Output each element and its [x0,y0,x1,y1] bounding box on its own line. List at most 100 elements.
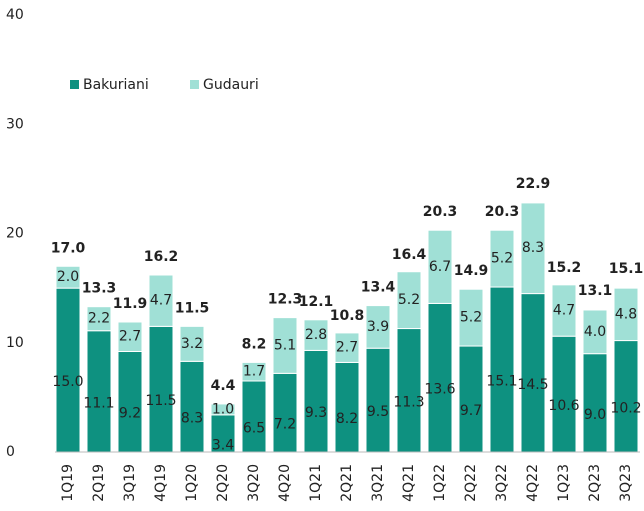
bar-segment [241,380,267,453]
legend-swatch [70,80,79,89]
bar-segment [396,271,422,330]
bar-segment [303,319,329,351]
x-tick-label: 2Q21 [339,464,355,502]
bar-segment [179,325,205,362]
bar-value-label: 6.7 [429,259,451,275]
total-label: 13.3 [82,281,117,297]
total-label: 13.4 [361,280,396,296]
bar-segment [427,302,453,453]
bar-value-label: 3.4 [212,437,234,453]
bar-segment [148,274,174,327]
bar-segment [210,403,236,416]
bar-value-label: 2.7 [119,329,141,345]
total-label: 20.3 [423,204,458,220]
y-tick-label: 40 [6,7,24,23]
bar-segment [117,350,143,453]
bar-value-label: 10.6 [548,398,579,414]
bar-segment [458,345,484,453]
bar-segment [86,306,112,332]
bar-segment [241,361,267,382]
bar-value-label: 9.7 [460,403,482,419]
bar-value-label: 2.7 [336,340,358,356]
bar-value-label: 5.2 [398,292,420,308]
x-tick-label: 1Q19 [60,464,76,502]
bar-segment [272,372,298,453]
bar-value-label: 11.5 [145,393,176,409]
total-label: 14.9 [454,263,489,279]
x-tick-label: 1Q23 [556,464,572,502]
total-label: 12.1 [299,294,334,310]
x-tick-label: 3Q21 [370,464,386,502]
bar-segment [272,317,298,374]
x-tick-label: 3Q19 [122,464,138,502]
total-label: 15.2 [547,260,582,276]
bar-value-label: 4.0 [584,324,606,340]
bar-value-label: 13.6 [424,382,455,398]
x-tick-label: 2Q19 [91,464,107,502]
total-label: 16.2 [144,249,179,265]
x-tick-label: 4Q20 [277,464,293,502]
x-tick-label: 2Q20 [215,464,231,502]
bar-value-label: 8.3 [181,411,203,427]
bar-value-label: 2.2 [88,311,110,327]
bar-value-label: 2.0 [57,269,79,285]
bar-segment [551,335,577,453]
bar-value-label: 5.1 [274,337,296,353]
bar-segment [582,353,608,453]
total-label: 4.4 [211,378,236,394]
bar-segment [396,328,422,453]
bar-value-label: 5.2 [460,310,482,326]
bar-value-label: 10.2 [610,400,641,416]
bar-segment [365,305,391,349]
bar-segment [179,360,205,453]
bar-segment [365,347,391,453]
bar-segment [489,286,515,453]
bar-segment [303,349,329,453]
y-tick-label: 20 [6,226,24,242]
total-label: 13.1 [578,283,613,299]
bar-segment [55,287,81,453]
bar-value-label: 11.1 [83,395,114,411]
x-tick-label: 3Q22 [494,464,510,502]
bar-value-label: 9.0 [584,407,606,423]
legend-label: Gudauri [203,77,259,93]
bar-value-label: 3.9 [367,319,389,335]
bar-segment [520,202,546,295]
legend-swatch [190,80,199,89]
bar-value-label: 11.3 [393,394,424,410]
bar-segment [117,321,143,352]
bar-segment [582,309,608,355]
total-label: 15.1 [609,261,644,277]
x-tick-label: 1Q22 [432,464,448,502]
bar-segment [55,265,81,289]
bar-value-label: 4.8 [615,306,637,322]
x-tick-label: 3Q20 [246,464,262,502]
bar-segment [520,293,546,453]
bar-value-label: 8.3 [522,240,544,256]
total-label: 17.0 [51,240,86,256]
bar-value-label: 1.0 [212,401,234,417]
bar-value-label: 15.0 [52,374,83,390]
bar-value-label: 9.3 [305,405,327,421]
x-tick-label: 4Q21 [401,464,417,502]
bar-segment [489,229,515,288]
legend-label: Bakuriani [83,77,149,93]
bar-value-label: 15.1 [486,374,517,390]
total-label: 8.2 [242,336,267,352]
bar-value-label: 4.7 [150,293,172,309]
bar-value-label: 2.8 [305,327,327,343]
total-label: 11.9 [113,296,148,312]
bar-segment [148,325,174,453]
bar-value-label: 6.5 [243,420,265,436]
bar-segment [334,332,360,363]
x-tick-label: 2Q23 [587,464,603,502]
x-tick-label: 4Q19 [153,464,169,502]
bar-value-label: 14.5 [517,377,548,393]
bar-segment [427,229,453,304]
bar-segment [613,287,639,342]
bar-value-label: 8.2 [336,411,358,427]
y-tick-label: 30 [6,116,24,132]
x-tick-label: 2Q22 [463,464,479,502]
total-label: 22.9 [516,176,551,192]
